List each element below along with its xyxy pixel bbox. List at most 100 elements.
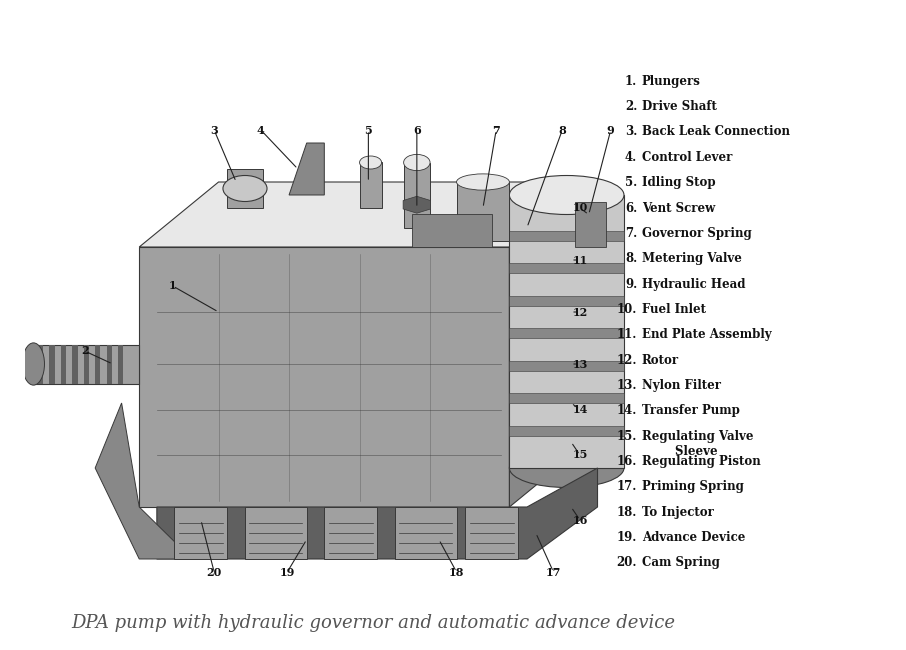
Polygon shape (289, 143, 324, 195)
Text: 14: 14 (573, 404, 588, 415)
Text: 2.: 2. (625, 100, 637, 113)
Text: Back Leak Connection: Back Leak Connection (641, 125, 790, 138)
Bar (509, 296, 624, 306)
Ellipse shape (509, 176, 624, 214)
Bar (245, 507, 307, 559)
Text: 5: 5 (364, 125, 372, 135)
Polygon shape (403, 196, 430, 213)
Text: Metering Valve: Metering Valve (641, 252, 741, 265)
Ellipse shape (223, 176, 267, 202)
Text: 12.: 12. (617, 354, 637, 367)
Text: Fuel Inlet: Fuel Inlet (641, 303, 706, 316)
Bar (509, 361, 624, 370)
Text: Nylon Filter: Nylon Filter (641, 379, 720, 392)
Text: 16.: 16. (617, 455, 637, 468)
Text: 14.: 14. (617, 404, 637, 417)
Bar (34, 344, 140, 383)
Text: 3: 3 (210, 125, 218, 135)
Polygon shape (140, 247, 509, 507)
Bar (509, 195, 624, 468)
Bar (360, 162, 381, 208)
Polygon shape (157, 468, 598, 559)
Text: DPA pump with hydraulic governor and automatic advance device: DPA pump with hydraulic governor and aut… (71, 614, 675, 632)
Bar (95, 344, 101, 383)
Polygon shape (509, 182, 589, 507)
Bar (118, 344, 123, 383)
Text: Regulating Valve
        Sleeve: Regulating Valve Sleeve (641, 430, 753, 458)
Bar (38, 344, 43, 383)
Text: 4: 4 (257, 125, 265, 135)
Text: 7.: 7. (625, 227, 637, 240)
Bar (227, 169, 263, 208)
Ellipse shape (509, 448, 624, 488)
Text: 11.: 11. (617, 328, 637, 341)
Bar (509, 328, 624, 338)
Ellipse shape (23, 343, 44, 385)
Ellipse shape (404, 155, 430, 170)
Bar (61, 344, 66, 383)
Text: 7: 7 (492, 125, 500, 135)
Text: 17: 17 (545, 567, 561, 577)
Text: 18.: 18. (617, 506, 637, 519)
Text: 17.: 17. (617, 480, 637, 493)
Text: End Plate Assembly: End Plate Assembly (641, 328, 771, 341)
Bar (509, 393, 624, 403)
Text: 19.: 19. (617, 531, 637, 544)
Text: 20: 20 (207, 567, 222, 577)
Text: 10.: 10. (617, 303, 637, 316)
Bar (404, 162, 430, 228)
Text: Control Lever: Control Lever (641, 151, 732, 164)
Text: 13.: 13. (617, 379, 637, 392)
Text: 20.: 20. (617, 556, 637, 569)
Text: Drive Shaft: Drive Shaft (641, 100, 717, 113)
Text: 1.: 1. (625, 75, 637, 88)
Bar (83, 344, 89, 383)
Text: 15.: 15. (617, 430, 637, 443)
Bar (509, 263, 624, 273)
Bar (175, 507, 227, 559)
Text: Governor Spring: Governor Spring (641, 227, 751, 240)
Text: Cam Spring: Cam Spring (641, 556, 719, 569)
Bar (466, 507, 518, 559)
Text: 2: 2 (81, 346, 89, 356)
Bar (457, 182, 509, 240)
Text: Advance Device: Advance Device (641, 531, 745, 544)
Text: 12: 12 (573, 307, 587, 317)
Text: Regulating Piston: Regulating Piston (641, 455, 760, 468)
Text: To Injector: To Injector (641, 506, 713, 519)
Text: 15: 15 (573, 450, 588, 460)
Text: 8: 8 (558, 125, 566, 135)
Bar (395, 507, 457, 559)
Bar (575, 202, 606, 247)
Text: 4.: 4. (625, 151, 637, 164)
Text: 9.: 9. (625, 278, 637, 291)
Text: 16: 16 (573, 515, 588, 525)
Text: 18: 18 (448, 567, 464, 577)
Bar (72, 344, 78, 383)
Bar (49, 344, 54, 383)
Polygon shape (140, 182, 589, 247)
Text: 1: 1 (169, 281, 177, 291)
Bar (509, 231, 624, 240)
Text: 10: 10 (573, 203, 587, 213)
Text: 5.: 5. (625, 176, 637, 189)
Text: 9: 9 (607, 125, 614, 135)
Text: 8.: 8. (625, 252, 637, 265)
Text: Vent Screw: Vent Screw (641, 202, 715, 214)
Text: Priming Spring: Priming Spring (641, 480, 744, 493)
Text: 6.: 6. (625, 202, 637, 214)
Text: 19: 19 (280, 567, 295, 577)
Text: 13: 13 (573, 359, 588, 369)
Bar (509, 426, 624, 436)
Text: Hydraulic Head: Hydraulic Head (641, 278, 745, 291)
Text: Transfer Pump: Transfer Pump (641, 404, 739, 417)
Text: Rotor: Rotor (641, 354, 679, 367)
Text: 6: 6 (413, 125, 420, 135)
Text: 3.: 3. (625, 125, 637, 138)
Bar (324, 507, 377, 559)
Bar (107, 344, 112, 383)
Ellipse shape (360, 156, 381, 169)
Bar (412, 214, 492, 247)
Text: 11: 11 (573, 255, 587, 265)
Ellipse shape (457, 174, 509, 190)
